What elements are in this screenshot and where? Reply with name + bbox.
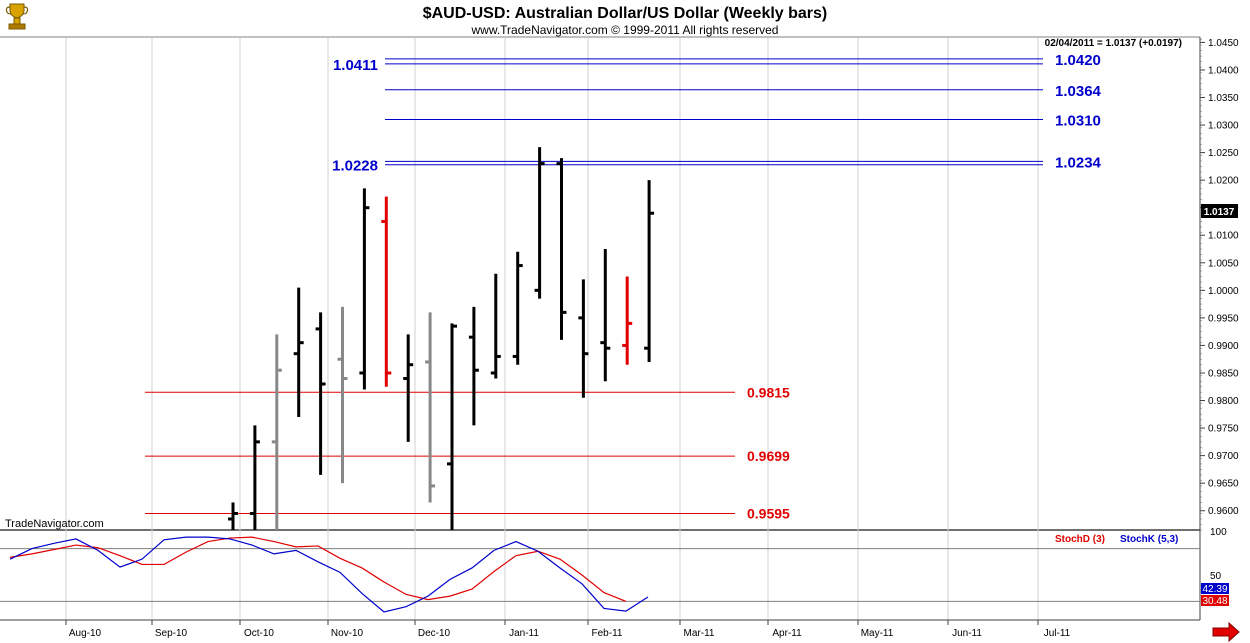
- stoch-k-value-badge: [1201, 583, 1229, 594]
- resistance-label: 1.0364: [1055, 83, 1102, 100]
- y-tick-label: 1.0450: [1208, 38, 1239, 49]
- y-tick-label: 0.9700: [1208, 451, 1239, 462]
- watermark: TradeNavigator.com: [5, 518, 104, 530]
- y-tick-label: 0.9900: [1208, 341, 1239, 352]
- stoch-y-tick-label: 50: [1210, 571, 1222, 582]
- last-price-label: 1.0137: [1204, 207, 1235, 218]
- y-tick-label: 0.9650: [1208, 479, 1239, 490]
- x-tick-label: Nov-10: [331, 628, 364, 639]
- y-tick-label: 0.9750: [1208, 424, 1239, 435]
- y-tick-label: 0.9950: [1208, 313, 1239, 324]
- resistance-label: 1.0310: [1055, 113, 1101, 130]
- x-tick-label: Feb-11: [592, 628, 623, 639]
- support-label: 0.9815: [747, 384, 790, 400]
- x-tick-label: Aug-10: [69, 628, 102, 639]
- stoch-d-line: [9, 536, 627, 602]
- logo-icon: [5, 3, 29, 30]
- stoch-k-value: 42.39: [1202, 584, 1227, 595]
- legend-stoch-k: StochK (5,3): [1120, 534, 1178, 545]
- x-tick-label: Apr-11: [772, 628, 802, 639]
- support-label: 0.9595: [747, 505, 790, 521]
- y-tick-label: 0.9800: [1208, 396, 1239, 407]
- y-tick-label: 1.0400: [1208, 65, 1239, 76]
- resistance-label: 1.0411: [333, 57, 378, 74]
- last-price-badge: [1201, 204, 1238, 218]
- y-tick-label: 1.0100: [1208, 231, 1239, 242]
- stoch-d-value: 30.48: [1202, 596, 1227, 607]
- y-tick-label: 1.0200: [1208, 176, 1239, 187]
- stoch-d-value-badge: [1201, 595, 1229, 606]
- quote-line: 02/04/2011 = 1.0137 (+0.0197): [1045, 38, 1182, 49]
- resistance-label: 1.0234: [1055, 154, 1102, 171]
- x-tick-label: Jun-11: [952, 628, 982, 639]
- x-tick-label: Mar-11: [684, 628, 715, 639]
- x-tick-label: Jan-11: [509, 628, 539, 639]
- y-tick-label: 1.0250: [1208, 148, 1239, 159]
- legend-stoch-d: StochD (3): [1055, 534, 1105, 545]
- y-tick-label: 1.0350: [1208, 93, 1239, 104]
- x-tick-label: Oct-10: [244, 628, 274, 639]
- stoch-k-line: [9, 536, 649, 613]
- y-tick-label: 1.0000: [1208, 286, 1239, 297]
- support-label: 0.9699: [747, 448, 790, 464]
- scroll-right-icon[interactable]: [1212, 621, 1240, 643]
- chart-subtitle: www.TradeNavigator.com © 1999-2011 All r…: [471, 23, 779, 37]
- y-tick-label: 0.9850: [1208, 368, 1239, 379]
- y-tick-label: 1.0050: [1208, 258, 1239, 269]
- resistance-label: 1.0420: [1055, 52, 1101, 69]
- stoch-y-tick-label: 100: [1210, 527, 1227, 538]
- y-tick-label: 0.9600: [1208, 506, 1239, 517]
- y-tick-label: 1.0300: [1208, 121, 1239, 132]
- resistance-label: 1.0228: [332, 158, 378, 175]
- x-tick-label: Sep-10: [155, 628, 188, 639]
- x-tick-label: Dec-10: [418, 628, 451, 639]
- x-tick-label: May-11: [861, 628, 894, 639]
- chart-title: $AUD-USD: Australian Dollar/US Dollar (W…: [423, 5, 828, 22]
- x-tick-label: Jul-11: [1044, 628, 1071, 639]
